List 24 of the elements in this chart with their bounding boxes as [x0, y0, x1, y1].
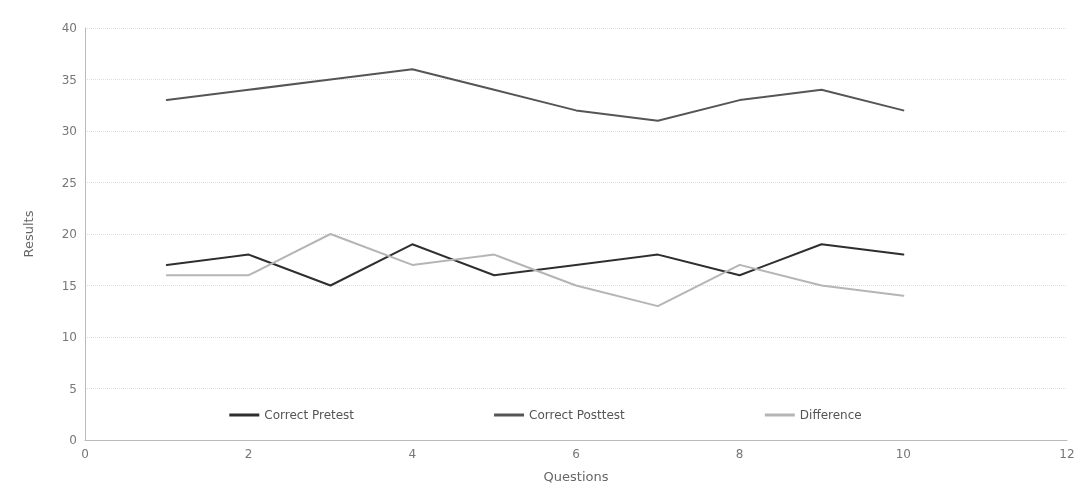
y-tick-label: 5	[69, 381, 77, 396]
line-series	[165, 68, 905, 122]
y-tick-label: 15	[61, 278, 77, 293]
y-tick-label: 10	[61, 330, 77, 344]
x-tick-label: 0	[81, 447, 89, 461]
x-tick-label: 4	[408, 447, 417, 461]
x-tick-label: 12	[1059, 447, 1075, 461]
x-axis-title: Questions	[543, 469, 609, 484]
y-tick-label: 20	[61, 227, 77, 241]
line-series	[165, 233, 905, 308]
legend-label: Correct Pretest	[264, 408, 355, 422]
x-tick-label: 10	[895, 447, 911, 461]
y-tick-label: 25	[61, 175, 77, 190]
x-tick-label: 6	[572, 447, 580, 461]
y-tick-label: 0	[69, 433, 77, 447]
legend-label: Correct Posttest	[529, 408, 626, 422]
y-tick-label: 30	[61, 124, 77, 138]
x-tick-label: 8	[735, 447, 744, 461]
y-tick-label: 40	[61, 21, 77, 35]
y-tick-label: 35	[61, 72, 77, 87]
y-axis-title: Results	[21, 210, 36, 258]
x-tick-label: 2	[244, 447, 253, 461]
line-series	[165, 243, 905, 287]
legend-label: Difference	[799, 408, 862, 422]
